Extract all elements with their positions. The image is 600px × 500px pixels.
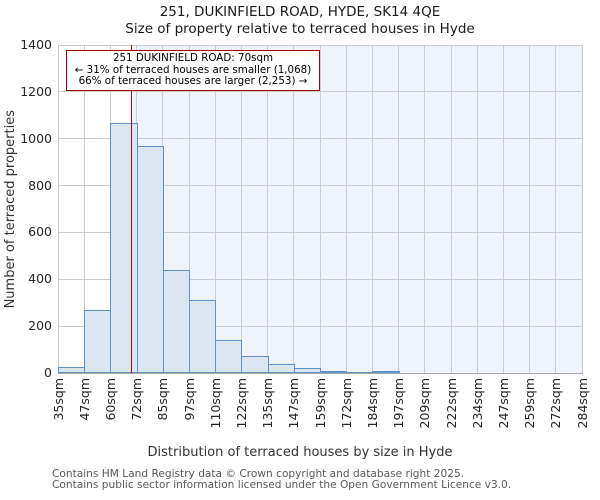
y-tick-label: 200 (28, 318, 52, 334)
x-tick-label: 110sqm (207, 378, 223, 429)
v-gridline (214, 45, 216, 373)
v-gridline (476, 45, 478, 373)
x-tick-label: 147sqm (286, 378, 302, 429)
y-tick-label: 1000 (20, 130, 52, 146)
footer-line-2: Contains public sector information licen… (52, 479, 512, 491)
page-subtitle: Size of property relative to terraced ho… (125, 21, 475, 37)
x-tick-label: 184sqm (364, 378, 380, 429)
v-gridline (555, 45, 557, 373)
y-tick-label: 400 (28, 271, 52, 287)
x-tick-label: 209sqm (417, 378, 433, 429)
bar (110, 123, 138, 373)
bar (320, 370, 348, 373)
bar (136, 145, 164, 373)
y-tick-label: 600 (28, 224, 52, 240)
x-tick-label: 35sqm (50, 378, 66, 421)
v-gridline (267, 45, 269, 373)
bar (215, 340, 243, 373)
x-tick-label: 234sqm (469, 378, 485, 429)
v-gridline (398, 45, 400, 373)
y-tick-label: 1400 (20, 37, 52, 52)
v-gridline (293, 45, 295, 373)
x-tick-label: 85sqm (155, 378, 171, 421)
x-tick-label: 222sqm (443, 378, 459, 429)
v-gridline (371, 45, 373, 373)
v-gridline (529, 45, 531, 373)
y-tick-label: 800 (28, 177, 52, 193)
x-tick-label: 259sqm (522, 378, 538, 429)
x-tick-label: 284sqm (574, 378, 590, 429)
x-tick-label: 197sqm (391, 378, 407, 429)
v-gridline (581, 45, 583, 373)
x-tick-label: 272sqm (548, 378, 564, 429)
v-gridline (188, 45, 190, 373)
x-tick-label: 97sqm (181, 378, 197, 421)
v-gridline (240, 45, 242, 373)
bar (189, 300, 217, 373)
v-gridline (502, 45, 504, 373)
footer-line-1: Contains HM Land Registry data © Crown c… (52, 468, 465, 480)
bar (84, 309, 112, 373)
x-tick-label: 247sqm (495, 378, 511, 429)
marker-line (130, 45, 133, 373)
bar (241, 356, 269, 373)
x-axis-title: Distribution of terraced houses by size … (147, 445, 453, 460)
x-tick-label: 135sqm (260, 378, 276, 429)
annotation-line-2: ← 31% of terraced houses are smaller (1,… (74, 63, 312, 76)
bar (293, 368, 321, 373)
bar (372, 370, 400, 373)
x-axis-line (58, 373, 583, 375)
v-gridline (83, 45, 85, 373)
x-tick-label: 172sqm (338, 378, 354, 429)
y-tick-label: 0 (44, 365, 52, 380)
annotation-line-3: 66% of terraced houses are larger (2,253… (78, 75, 308, 88)
v-gridline (57, 45, 59, 373)
x-tick-label: 60sqm (102, 378, 118, 421)
x-tick-label: 122sqm (233, 378, 249, 429)
x-tick-label: 72sqm (129, 378, 145, 421)
annotation-box: 251 DUKINFIELD ROAD: 70sqm ← 31% of terr… (66, 50, 320, 91)
v-gridline (450, 45, 452, 373)
v-gridline (424, 45, 426, 373)
y-tick-label: 1200 (20, 83, 52, 99)
bar (267, 364, 295, 373)
bar (162, 269, 190, 373)
annotation-line-1: 251 DUKINFIELD ROAD: 70sqm (112, 52, 274, 64)
v-gridline (345, 45, 347, 373)
x-tick-label: 47sqm (76, 378, 92, 421)
v-gridline (319, 45, 321, 373)
page-title: 251, DUKINFIELD ROAD, HYDE, SK14 4QE (159, 4, 441, 20)
x-tick-label: 159sqm (312, 378, 328, 429)
